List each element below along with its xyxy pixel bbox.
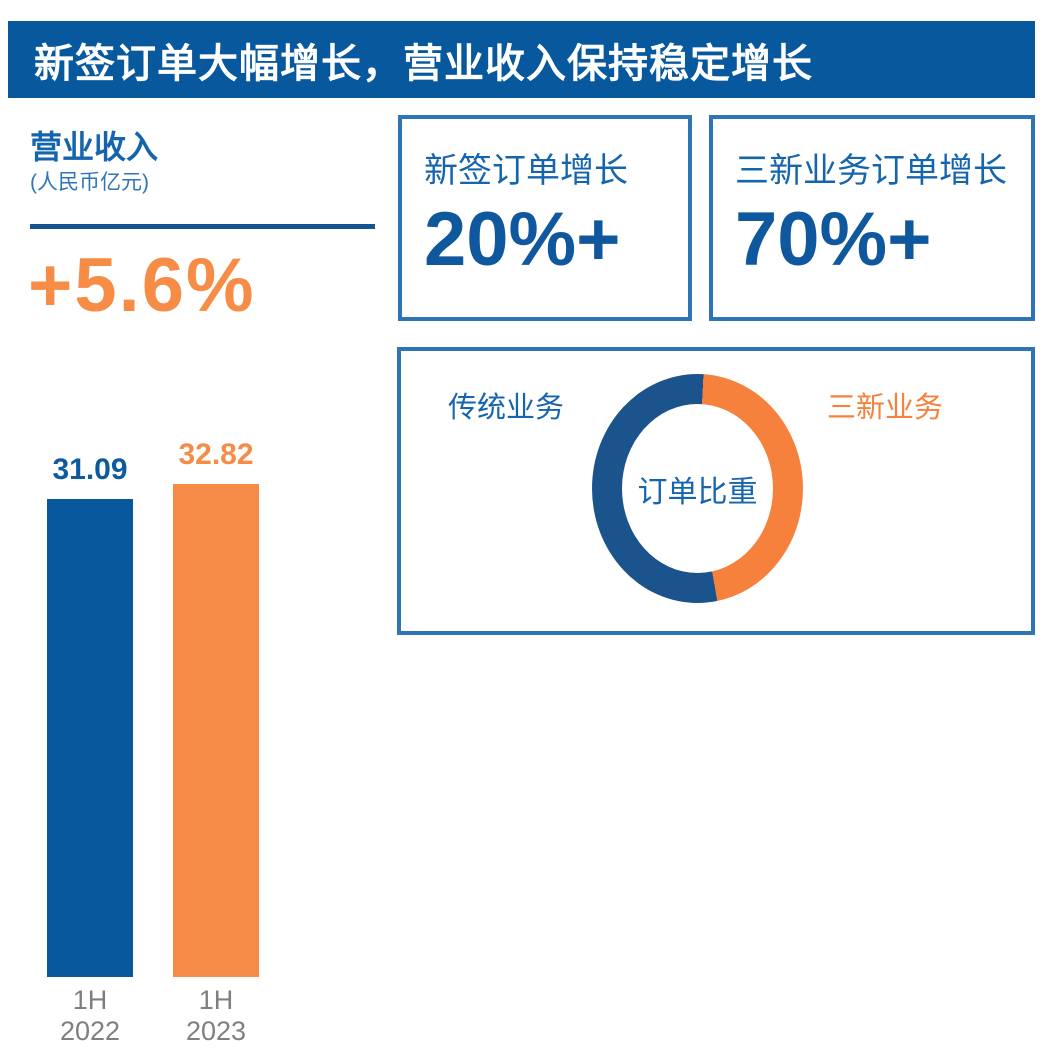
bar-column-1h2023: 32.82	[173, 438, 259, 977]
revenue-title: 营业收入	[30, 129, 159, 165]
bar-1h2022	[47, 499, 133, 977]
kpi-label-three-new-orders: 三新业务订单增长	[735, 152, 1007, 190]
slide-title-banner: 新签订单大幅增长，营业收入保持稳定增长	[8, 21, 1035, 98]
axis-label-1h2023: 1H 2023	[156, 985, 276, 1047]
revenue-unit: (人民币亿元)	[30, 171, 149, 194]
slide-title: 新签订单大幅增长，营业收入保持稳定增长	[34, 41, 813, 86]
kpi-box-new-orders: 新签订单增长 20%+	[398, 115, 692, 321]
legend-traditional-business: 传统业务	[448, 392, 565, 424]
axis-label-1h2023-line1: 1H	[198, 985, 234, 1015]
order-mix-donut-chart: 订单比重	[592, 374, 803, 603]
revenue-growth-value: +5.6%	[28, 243, 256, 328]
bar-column-1h2022: 31.09	[47, 438, 133, 977]
bar-value-label-1h2023: 32.82	[178, 438, 254, 471]
axis-label-1h2023-line2: 2023	[185, 1016, 247, 1046]
kpi-label-new-orders: 新签订单增长	[424, 152, 628, 190]
donut-center-label: 订单比重	[637, 475, 758, 509]
axis-label-1h2022-line2: 2022	[59, 1016, 121, 1046]
kpi-box-three-new-orders: 三新业务订单增长 70%+	[709, 115, 1035, 321]
bar-1h2023	[173, 484, 259, 977]
legend-three-new-business: 三新业务	[827, 392, 944, 424]
revenue-bar-chart: 31.09 32.82	[47, 438, 259, 977]
revenue-divider	[30, 224, 375, 229]
donut-hole: 订单比重	[622, 404, 773, 573]
bar-value-label-1h2022: 31.09	[52, 453, 128, 486]
axis-label-1h2022-line1: 1H	[72, 985, 108, 1015]
axis-label-1h2022: 1H 2022	[30, 985, 150, 1047]
kpi-value-three-new-orders: 70%+	[735, 197, 932, 282]
kpi-value-new-orders: 20%+	[424, 197, 621, 282]
